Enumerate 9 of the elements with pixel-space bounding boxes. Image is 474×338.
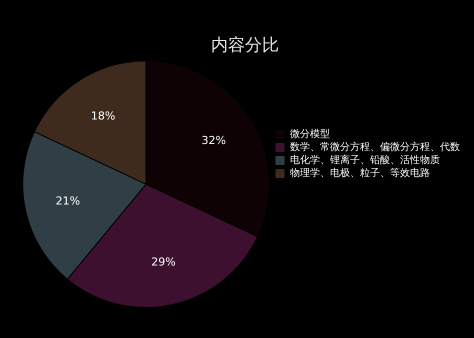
data-label: 29% xyxy=(151,255,176,268)
data-label: 21% xyxy=(56,194,80,208)
chart-title: 内容分比 xyxy=(211,36,279,56)
legend-label: 电化学、锂离子、铅酸、活性物质 xyxy=(290,154,440,166)
legend-label: 物理学、电极、粒子、等效电路 xyxy=(290,167,430,180)
legend-label: 数学、常微分方程、偏微分方程、代数 xyxy=(290,141,460,154)
data-label: 18% xyxy=(90,109,116,122)
data-label: 32% xyxy=(201,134,226,148)
legend-label: 微分模型 xyxy=(290,128,330,140)
